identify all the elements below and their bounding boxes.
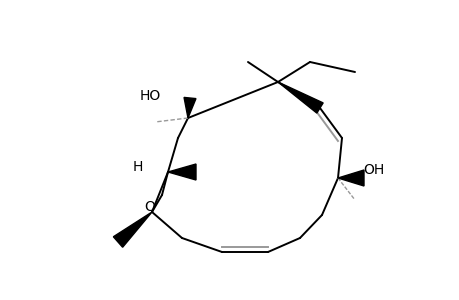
Polygon shape	[337, 170, 363, 186]
Text: O: O	[144, 200, 155, 214]
Text: HO: HO	[139, 89, 160, 103]
Polygon shape	[113, 212, 151, 247]
Polygon shape	[168, 164, 196, 180]
Polygon shape	[184, 98, 196, 118]
Text: H: H	[133, 160, 143, 174]
Polygon shape	[277, 82, 323, 113]
Text: OH: OH	[363, 163, 384, 177]
